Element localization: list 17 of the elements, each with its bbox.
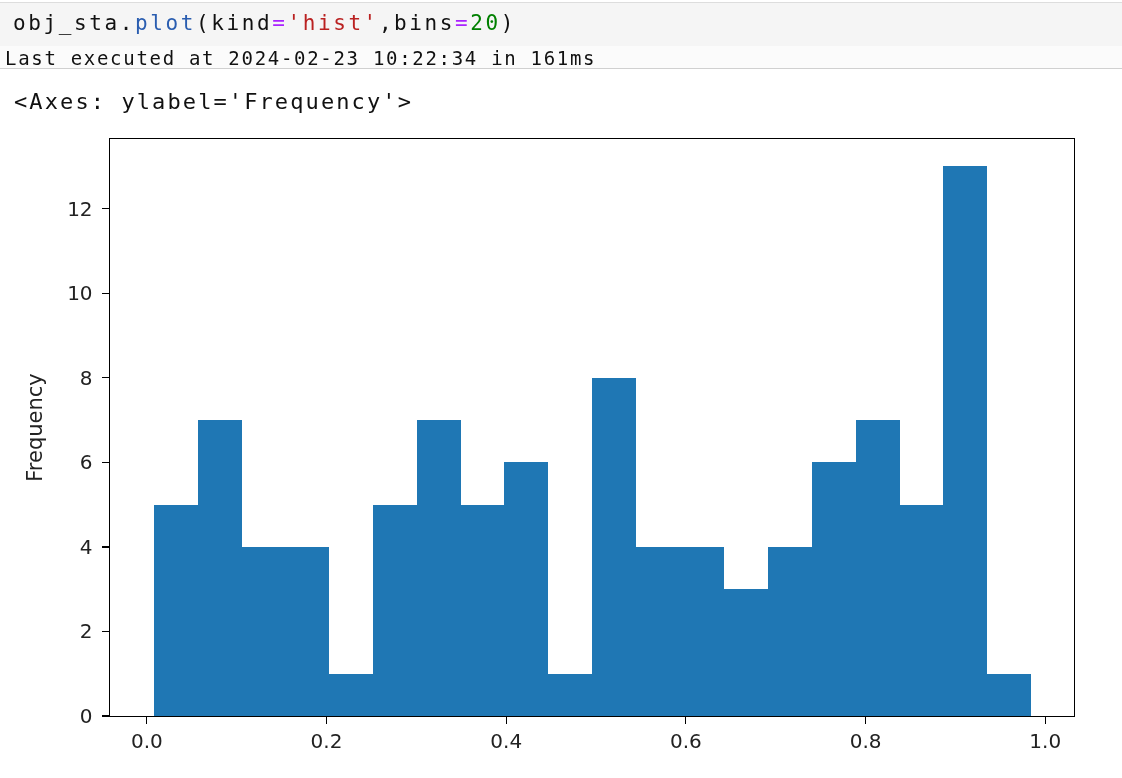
y-axis-title: Frequency (23, 373, 48, 482)
x-tick-label: 0.6 (669, 729, 702, 754)
y-tick-label: 4 (79, 534, 93, 559)
x-tick-label: 0.4 (490, 729, 523, 754)
x-tick-label: 1.0 (1029, 729, 1062, 754)
y-tick-label: 2 (79, 619, 93, 644)
text: <Axes: ylabel='Frequency'> (14, 89, 413, 114)
x-tick-label: 0.2 (310, 729, 343, 754)
y-tick-label: 12 (67, 196, 93, 221)
y-tick-label: 0 (79, 704, 93, 728)
x-tick-label: 0.0 (130, 729, 163, 754)
y-tick-label: 8 (79, 365, 93, 390)
text: Last executed at 2024-02-23 10:22:34 in 161ms (5, 47, 597, 69)
y-tick-label: 6 (79, 450, 93, 475)
y-tick-label: 10 (67, 281, 93, 306)
x-tick-label: 0.8 (849, 729, 882, 754)
text: obj_sta.plot(kind='hist',bins=20) (13, 11, 517, 35)
